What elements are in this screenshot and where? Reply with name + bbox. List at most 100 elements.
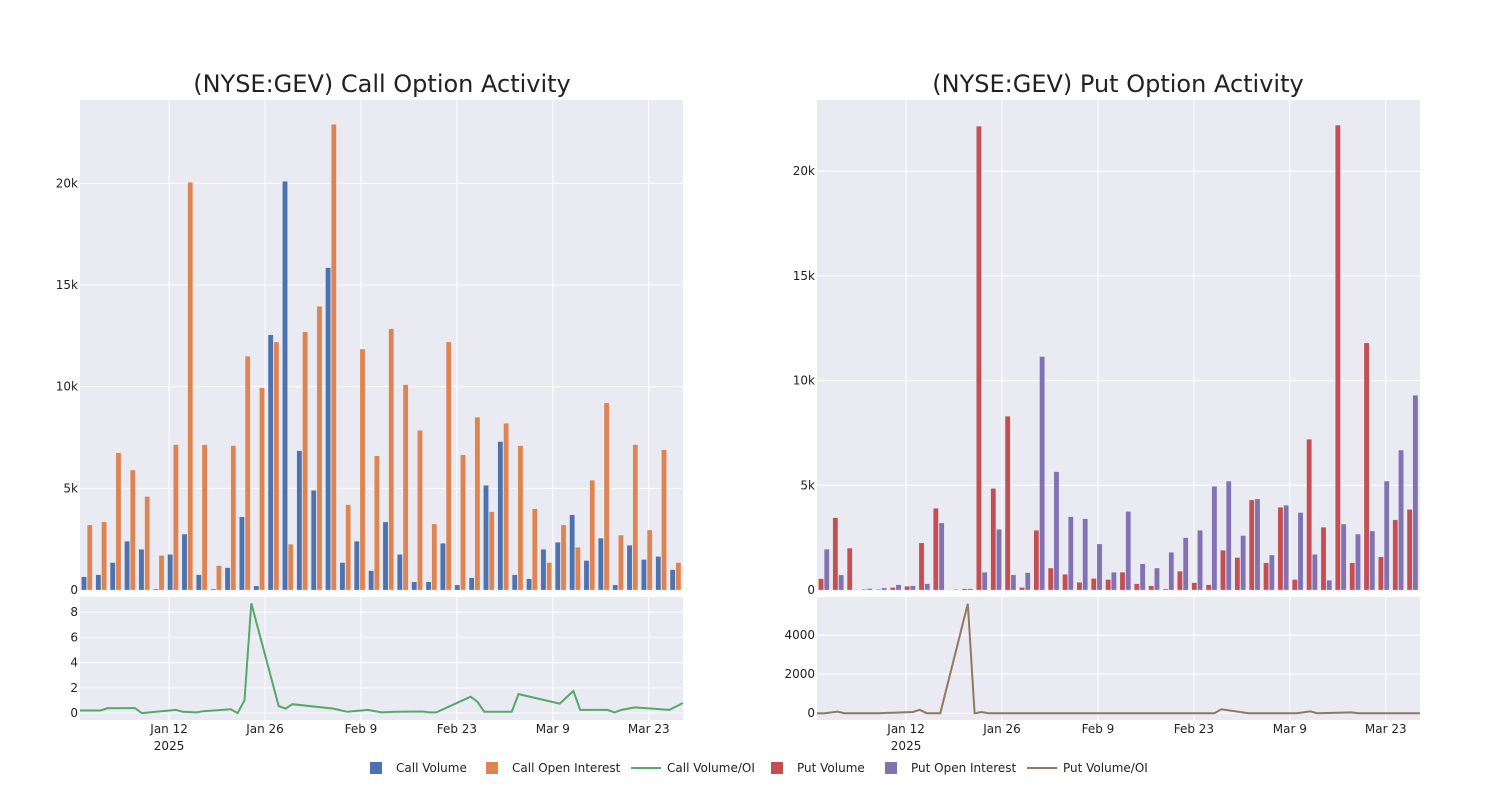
put-open-interest-bar [996, 529, 1002, 591]
call-volume-bar [368, 570, 374, 591]
put-volume-bar [875, 589, 882, 591]
put-volume-bar [1263, 562, 1269, 591]
put-volume-bar [846, 547, 853, 591]
bar-y-tick-label: 0 [70, 583, 78, 597]
legend: Call Volume Call Open Interest Call Volume… [370, 761, 1148, 775]
call-open-interest-bar [187, 182, 194, 591]
line-y-tick-label: 6 [70, 630, 78, 644]
put-volume-bar [1191, 582, 1198, 591]
put-open-interest-bar [1412, 395, 1419, 591]
x-tick-label: Jan 26 [245, 722, 284, 736]
put-volume-bar [1134, 583, 1140, 591]
call-volume-bar [511, 574, 518, 591]
put-volume-bar [1062, 574, 1068, 591]
call-volume-bar [81, 576, 87, 591]
bar-y-tick-label: 5k [800, 478, 815, 492]
put-open-interest-bar [1340, 523, 1347, 591]
put-open-interest-bar [981, 572, 988, 591]
put-volume-bar [1004, 415, 1011, 591]
call-open-interest-bar [259, 387, 265, 591]
legend-label: Call Volume/OI [667, 761, 755, 775]
line-y-tick-label: 2000 [784, 667, 815, 681]
call-open-interest-bar [646, 529, 653, 591]
legend-label: Put Open Interest [911, 761, 1017, 775]
put-open-interest-bar [1326, 579, 1333, 591]
put-volume-bar [1105, 579, 1111, 591]
call-open-interest-bar [661, 449, 667, 591]
call-open-interest-bar [517, 445, 524, 591]
put-open-interest-bar [1312, 554, 1318, 591]
put-volume-bar [1119, 572, 1126, 591]
x-tick-label: Feb 23 [437, 722, 477, 736]
put-open-interest-bar [1168, 552, 1175, 591]
put-open-interest-bar [867, 588, 873, 591]
x-tick-label: Jan 26 [982, 722, 1021, 736]
call-volume-bar [641, 559, 647, 591]
put-open-interest-bar [838, 574, 844, 591]
put-volume-bar [1292, 579, 1298, 591]
put-volume-bar [1320, 526, 1327, 591]
put-volume-bar [1162, 588, 1169, 591]
bar-y-tick-label: 0 [807, 583, 815, 597]
call-volume-bar [181, 533, 188, 591]
call-open-interest-bar [345, 504, 351, 591]
bar-y-tick-label: 15k [793, 269, 815, 283]
put-volume-bar [918, 542, 925, 591]
call-volume-bar [339, 562, 346, 591]
call-open-interest-bar [287, 544, 294, 591]
put-open-interest-bar [910, 585, 916, 591]
legend-label: Call Volume [396, 761, 467, 775]
x-tick-year-label: 2025 [154, 739, 185, 753]
put-volume-bar [832, 517, 839, 591]
legend-swatch-icon [771, 762, 783, 774]
put-volume-bar [1349, 562, 1355, 591]
legend-item: Put Open Interest [885, 761, 1017, 775]
put-open-interest-bar [1096, 543, 1103, 591]
bar-y-tick-label: 10k [793, 374, 815, 388]
bar-y-tick-label: 15k [56, 278, 78, 292]
call-volume-bar [382, 521, 389, 591]
call-open-interest-bar [402, 384, 409, 591]
legend-label: Put Volume/OI [1063, 761, 1148, 775]
call-open-interest-bar [201, 444, 208, 591]
call-volume-bar [526, 578, 532, 591]
call-volume-bar [267, 334, 274, 591]
call-open-interest-bar [216, 565, 222, 591]
call-volume-bar [411, 581, 417, 591]
call-open-interest-bar [130, 469, 136, 591]
put-open-interest-bar [1211, 486, 1218, 591]
call-open-interest-bar [388, 328, 395, 591]
put-open-interest-bar [1369, 530, 1376, 591]
legend-item: Call Open Interest [486, 761, 621, 775]
put-open-interest-bar [1383, 480, 1390, 591]
bar-panel-background [80, 100, 683, 591]
bar-y-tick-label: 5k [63, 481, 78, 495]
call-volume-bar [583, 560, 590, 591]
put-open-interest-bar [1182, 537, 1189, 591]
put-volume-bar [961, 588, 968, 591]
call-volume-bar [468, 577, 475, 591]
call-open-interest-bar [532, 508, 538, 591]
x-tick-label: Mar 23 [628, 722, 670, 736]
call-volume-bar [196, 574, 202, 591]
call-open-interest-bar [488, 511, 495, 591]
call-volume-bar [569, 514, 575, 591]
call-open-interest-bar [445, 341, 452, 591]
call-open-interest-bar [316, 306, 323, 591]
call-volume-bar [440, 543, 446, 591]
call-volume-bar [325, 267, 331, 591]
put-open-interest-bar [1154, 567, 1160, 591]
put-volume-bar [1248, 499, 1255, 591]
call-volume-bar [138, 549, 145, 591]
call-volume-bar [95, 574, 102, 591]
call-open-interest-bar [374, 455, 380, 591]
put-volume-bar [1378, 556, 1384, 591]
call-volume-bar [210, 588, 216, 591]
call-volume-bar [540, 549, 547, 591]
put-volume-bar [1177, 570, 1183, 591]
call-open-interest-bar [632, 444, 639, 591]
call-volume-bar [153, 588, 159, 591]
put-open-interest-bar [953, 589, 959, 591]
call-open-interest-bar [144, 496, 150, 591]
